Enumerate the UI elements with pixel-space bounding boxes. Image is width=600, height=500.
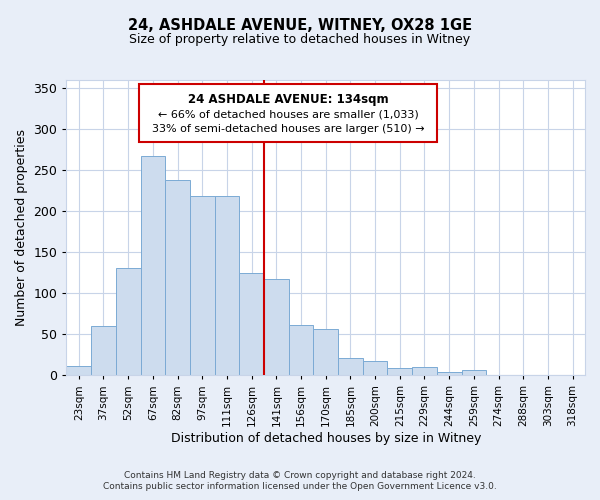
Bar (264, 280, 289, 376)
Text: Size of property relative to detached houses in Witney: Size of property relative to detached ho… (130, 32, 470, 46)
Text: 24, ASHDALE AVENUE, WITNEY, OX28 1GE: 24, ASHDALE AVENUE, WITNEY, OX28 1GE (128, 18, 472, 32)
Bar (461, 370, 486, 376)
Bar (67, 366, 91, 376)
Bar (116, 268, 140, 376)
Y-axis label: Number of detached properties: Number of detached properties (15, 129, 28, 326)
Bar (165, 180, 190, 376)
Bar (437, 372, 461, 376)
Text: 33% of semi-detached houses are larger (510) →: 33% of semi-detached houses are larger (… (152, 124, 424, 134)
Bar (289, 326, 313, 376)
Bar (388, 368, 412, 376)
X-axis label: Distribution of detached houses by size in Witney: Distribution of detached houses by size … (170, 432, 481, 445)
Bar (412, 367, 437, 376)
Bar (363, 362, 388, 376)
Bar (190, 196, 215, 376)
Bar (215, 196, 239, 376)
FancyBboxPatch shape (139, 84, 437, 142)
Bar (140, 156, 165, 376)
Bar (338, 358, 363, 376)
Text: Contains HM Land Registry data © Crown copyright and database right 2024.: Contains HM Land Registry data © Crown c… (124, 471, 476, 480)
Text: Contains public sector information licensed under the Open Government Licence v3: Contains public sector information licen… (103, 482, 497, 491)
Bar (239, 273, 264, 376)
Text: 24 ASHDALE AVENUE: 134sqm: 24 ASHDALE AVENUE: 134sqm (188, 94, 388, 106)
Bar (313, 330, 338, 376)
Text: ← 66% of detached houses are smaller (1,033): ← 66% of detached houses are smaller (1,… (158, 110, 419, 120)
Bar (91, 326, 116, 376)
